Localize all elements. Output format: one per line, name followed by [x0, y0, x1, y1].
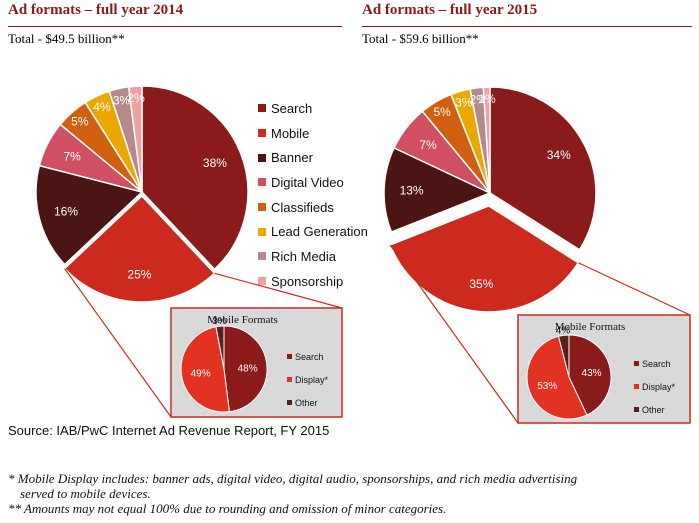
- inset-title: Mobile Formats: [555, 321, 626, 333]
- slice-label-banner: 13%: [400, 184, 424, 198]
- inset-slice-other: [557, 334, 570, 378]
- slice-sponsorship: [127, 85, 143, 193]
- inset-legend-swatch-display: [634, 384, 639, 389]
- chart-title-2014: Ad formats – full year 2014: [8, 2, 184, 18]
- inset-slice-display: [180, 326, 230, 413]
- legend-swatch-rich-media: [258, 252, 266, 261]
- legend-swatch-lead-generation: [258, 227, 266, 236]
- inset-connector-left: [64, 268, 172, 418]
- legend-label-lead-generation: Lead Generation: [271, 224, 368, 240]
- inset-slice-label-search: 43%: [582, 368, 602, 379]
- pie-1: 34% 35% 13% 7% 5% 3%2%1%: [383, 86, 597, 313]
- legend-label-classifieds: Classifieds: [271, 199, 334, 215]
- legend-item-rich-media: Rich Media: [258, 244, 368, 269]
- legend-item-lead-generation: Lead Generation: [258, 219, 368, 244]
- footnote-rounding: ** Amounts may not equal 100% due to rou…: [8, 501, 447, 516]
- legend-label-banner: Banner: [271, 150, 313, 166]
- title-rule-2014: [8, 26, 342, 27]
- legend-label-mobile: Mobile: [271, 125, 310, 141]
- slice-search: [141, 85, 249, 271]
- inset-slice-label-other: 3%: [212, 316, 227, 327]
- legend-item-search: Search: [258, 96, 368, 121]
- slice-label-mobile: 25%: [127, 267, 151, 281]
- slice-label-mobile: 35%: [469, 277, 493, 291]
- inset-legend-swatch-other: [634, 407, 639, 412]
- inset-legend-label-display: Display*: [642, 382, 676, 392]
- legend-swatch-digital-video: [258, 178, 266, 187]
- slice-label-lead-generation: 4%: [93, 100, 111, 114]
- inset-slice-label-display: 53%: [537, 381, 557, 392]
- legend-swatch-classifieds: [258, 203, 266, 212]
- inset-legend-label-other: Other: [295, 398, 318, 408]
- inset-legend-swatch-other: [287, 400, 292, 405]
- slice-banner: [35, 164, 144, 266]
- pie-0: 38% 25% 16% 7% 5% 4% 3%2%: [35, 85, 249, 303]
- inset-legend-label-search: Search: [642, 359, 671, 369]
- slice-label-digital-video: 7%: [419, 138, 437, 152]
- inset-connector-right: [214, 272, 343, 309]
- footnote-mobile-display-cont: served to mobile devices.: [20, 486, 151, 501]
- inset-0: Mobile Formats 48% Search 49% Display* 3% Othe…: [64, 268, 343, 418]
- slice-mobile: [389, 205, 580, 313]
- legend-label-sponsorship: Sponsorship: [271, 273, 344, 289]
- slice-label-classifieds: 5%: [71, 114, 89, 128]
- legend-label-digital-video: Digital Video: [271, 174, 344, 190]
- inset-slice-label-display: 49%: [191, 369, 211, 380]
- slice-banner: [383, 146, 492, 233]
- legend-item-sponsorship: Sponsorship: [258, 269, 368, 294]
- source-note: Source: IAB/PwC Internet Ad Revenue Repo…: [8, 423, 330, 438]
- inset-slice-other: [215, 325, 225, 370]
- inset-connector-left: [389, 244, 519, 424]
- legend-item-banner: Banner: [258, 145, 368, 170]
- inset-legend-swatch-search: [634, 361, 639, 366]
- title-rule-2015: [362, 26, 692, 27]
- slice-label-digital-video: 7%: [63, 149, 81, 163]
- inset-title: Mobile Formats: [207, 314, 278, 326]
- total-2015: Total - $59.6 billion**: [362, 31, 479, 46]
- slice-label-banner: 16%: [54, 205, 78, 219]
- inset-legend-label-other: Other: [642, 405, 665, 415]
- inset-legend-label-search: Search: [295, 352, 324, 362]
- legend-swatch-search: [258, 104, 266, 113]
- slice-label-sponsorship: 2%: [127, 91, 145, 105]
- inset-slice-label-other: 4%: [556, 325, 571, 336]
- legend-label-search: Search: [271, 100, 313, 116]
- slice-label-search: 38%: [203, 156, 227, 170]
- inset-legend-swatch-search: [287, 354, 292, 359]
- slice-label-search: 34%: [547, 148, 571, 162]
- inset-slice-display: [526, 335, 588, 420]
- legend-label-rich-media: Rich Media: [271, 248, 337, 264]
- legend-item-classifieds: Classifieds: [258, 195, 368, 220]
- legend-item-digital-video: Digital Video: [258, 170, 368, 195]
- slice-mobile: [63, 194, 216, 303]
- legend: Search Mobile Banner Digital Video Class…: [258, 96, 368, 294]
- inset-slice-search: [568, 334, 612, 416]
- legend-swatch-banner: [258, 153, 266, 162]
- slice-label-rich-media: 3%: [113, 93, 131, 107]
- inset-slice-search: [223, 325, 268, 413]
- legend-swatch-mobile: [258, 129, 266, 138]
- footnote-mobile-display: * Mobile Display includes: banner ads, d…: [8, 471, 578, 486]
- inset-legend-label-display: Display*: [295, 375, 329, 385]
- inset-slice-label-search: 48%: [238, 364, 258, 375]
- slice-sponsorship: [482, 86, 491, 194]
- slice-label-lead-generation: 3%: [455, 96, 473, 110]
- inset-1: Mobile Formats 43% Search 53% Display* 4% Othe…: [389, 244, 691, 424]
- inset-connector-right: [578, 262, 691, 316]
- slice-label-rich-media: 2%: [470, 93, 488, 107]
- total-2014: Total - $49.5 billion**: [8, 31, 125, 46]
- slice-label-sponsorship: 1%: [478, 92, 496, 106]
- legend-item-mobile: Mobile: [258, 121, 368, 146]
- slice-search: [489, 86, 597, 251]
- chart-title-2015: Ad formats – full year 2015: [362, 2, 538, 18]
- legend-swatch-sponsorship: [258, 277, 266, 286]
- inset-legend-swatch-display: [287, 377, 292, 382]
- slice-label-classifieds: 5%: [433, 105, 451, 119]
